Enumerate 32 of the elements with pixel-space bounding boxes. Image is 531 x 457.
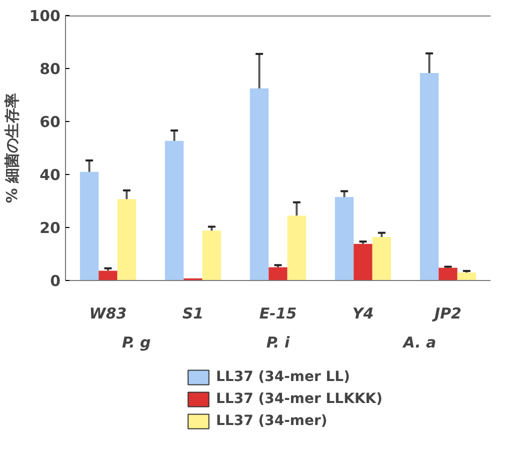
legend-label: LL37 (34-mer LLKKK) [216, 391, 383, 407]
x-tick-label: E-15 [259, 304, 297, 322]
bar [117, 199, 136, 280]
legend-label: LL37 (34-mer) [216, 413, 328, 429]
bar [80, 172, 99, 280]
bar [438, 268, 458, 280]
bar [287, 216, 306, 280]
y-axis-title: % 細菌の生存率 [3, 92, 22, 204]
bar [334, 197, 354, 280]
text: A. a [402, 334, 436, 352]
text: P. g [122, 334, 151, 352]
bar [372, 237, 392, 280]
text: P. i [266, 334, 290, 352]
legend-label: LL37 (34-mer LL) [216, 369, 350, 385]
x-tick-label: W83 [89, 304, 127, 322]
bar [457, 272, 476, 280]
bar [268, 267, 288, 280]
y-tick-label: 100 [29, 7, 60, 25]
bar [98, 270, 118, 280]
bar [250, 88, 269, 280]
bar [164, 140, 184, 280]
bar [202, 230, 222, 280]
y-tick-label: 60 [40, 113, 60, 131]
bar [420, 73, 439, 280]
y-tick-label: 40 [40, 166, 60, 184]
bar [354, 244, 372, 280]
y-tick-label: 20 [40, 219, 60, 237]
x-tick-label: Y4 [352, 304, 374, 322]
x-tick-label: S1 [182, 304, 204, 322]
x-tick-label: JP2 [431, 304, 462, 322]
y-tick-label: 0 [50, 272, 60, 290]
y-tick-label: 80 [40, 60, 60, 78]
